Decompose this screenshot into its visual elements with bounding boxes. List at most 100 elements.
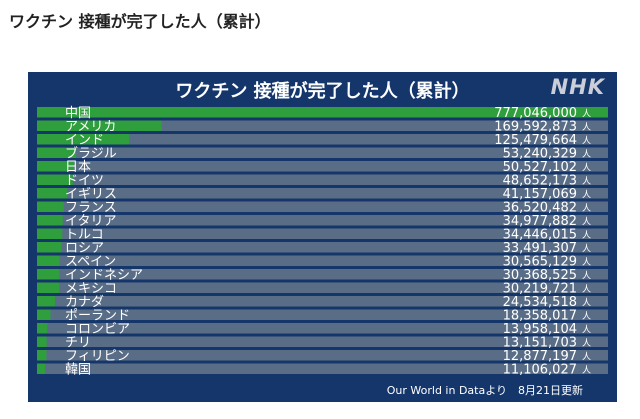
bar-track [37,282,608,293]
category-label: イギリス [65,187,117,202]
chart-title: ワクチン 接種が完了した人（累計） [175,81,470,102]
unit-label: 人 [582,136,591,147]
category-label: メキシコ [65,282,117,297]
unit-label: 人 [582,109,591,120]
bar-track [37,134,608,145]
bar-track [37,120,608,131]
bar [37,269,60,280]
unit-label: 人 [582,325,591,336]
bar-track [37,296,608,307]
category-label: トルコ [65,228,104,243]
category-label: ドイツ [65,174,104,189]
category-label: カナダ [65,295,104,310]
value-label: 48,652,173 [503,174,577,189]
category-label: コロンビア [65,322,130,337]
nhk-logo: NHK [550,75,605,99]
value-label: 12,877,197 [503,349,577,364]
value-label: 30,368,525 [503,268,577,283]
chart-title-bar: ワクチン 接種が完了した人（累計） NHK [28,72,617,102]
category-label: インドネシア [65,268,143,283]
bar [37,242,62,253]
value-label: 34,446,015 [503,228,577,243]
chart-panel: ワクチン 接種が完了した人（累計） NHK 中国 777,046,000 人アメリカ… [28,72,617,402]
bar [37,296,56,307]
value-label: 11,106,027 [503,363,577,378]
bar-track [37,336,608,347]
unit-label: 人 [582,298,591,309]
bar [37,350,47,361]
bar [37,134,130,145]
bar-track [37,188,608,199]
bar [37,363,46,374]
unit-label: 人 [582,352,591,363]
value-label: 50,527,102 [503,160,577,175]
category-label: フランス [65,201,117,216]
bar [37,309,51,320]
category-label: スペイン [65,255,116,270]
unit-label: 人 [582,244,591,255]
value-label: 41,157,069 [503,187,577,202]
unit-label: 人 [582,311,591,322]
category-label: チリ [65,336,91,351]
value-label: 24,534,518 [503,295,577,310]
bar [37,323,48,334]
bar [37,336,47,347]
value-label: 169,592,873 [494,120,577,135]
unit-label: 人 [582,217,591,228]
value-label: 30,565,129 [503,255,577,270]
bar-track [37,255,608,266]
value-label: 53,240,329 [503,147,577,162]
bar-track [37,147,608,158]
value-label: 33,491,307 [503,241,577,256]
unit-label: 人 [582,176,591,187]
bar-track [37,242,608,253]
category-label: 日本 [65,160,91,175]
category-label: インド [65,133,104,148]
bar [37,228,63,239]
category-label: ロシア [65,241,104,256]
unit-label: 人 [582,163,591,174]
unit-label: 人 [582,284,591,295]
category-label: フィリピン [65,349,130,364]
value-label: 30,219,721 [503,282,577,297]
unit-label: 人 [582,122,591,133]
value-label: 13,958,104 [503,322,577,337]
value-label: 34,977,882 [503,214,577,229]
unit-label: 人 [582,149,591,160]
bar-track [37,309,608,320]
bar [37,161,75,172]
category-label: 中国 [65,106,91,121]
value-label: 36,520,482 [503,201,577,216]
bar-track [37,215,608,226]
source-note: Our World in Dataより 8月21日更新 [386,384,583,397]
bar [37,107,608,118]
value-label: 13,151,703 [503,336,577,351]
bar-track [37,228,608,239]
bar-track [37,161,608,172]
bar-track [37,323,608,334]
bar-track [37,269,608,280]
bar-track [37,201,608,212]
bar-track [37,350,608,361]
category-label: イタリア [65,214,116,229]
bar [37,215,63,226]
bar [37,282,60,293]
value-label: 777,046,000 [494,106,577,121]
bar [37,174,73,185]
bar [37,188,68,199]
bar-track [37,174,608,185]
unit-label: 人 [582,190,591,201]
category-label: ポーランド [65,309,130,324]
value-label: 18,358,017 [503,309,577,324]
unit-label: 人 [582,230,591,241]
bar-track [37,363,608,374]
value-label: 125,479,664 [494,133,577,148]
unit-label: 人 [582,257,591,268]
category-label: 韓国 [65,363,91,378]
bar [37,120,162,131]
unit-label: 人 [582,338,591,349]
page-heading: ワクチン 接種が完了した人（累計） [9,12,271,31]
unit-label: 人 [582,203,591,214]
bar [37,147,77,158]
